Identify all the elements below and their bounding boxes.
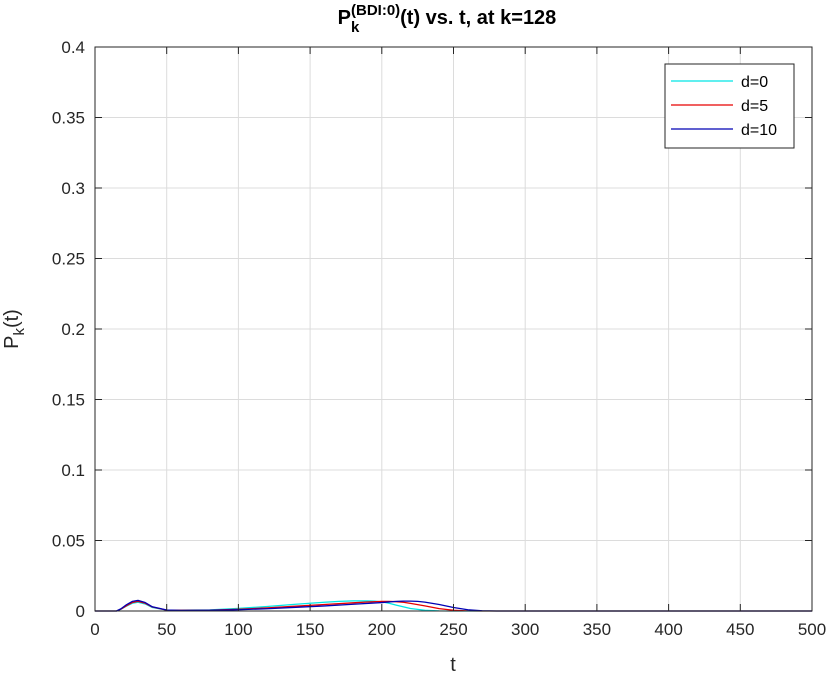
y-tick-label: 0.4	[61, 38, 85, 57]
x-tick-label: 500	[798, 620, 826, 639]
title-subscript: k	[351, 19, 360, 36]
x-tick-label: 50	[157, 620, 176, 639]
legend-label: d=0	[741, 74, 768, 91]
y-tick-label: 0.2	[61, 320, 85, 339]
y-tick-label: 0	[76, 602, 85, 621]
y-tick-label: 0.3	[61, 179, 85, 198]
series-line-d=0	[95, 600, 812, 612]
y-axis-label: Pk(t)	[1, 309, 28, 349]
x-axis-label: t	[450, 654, 456, 676]
ylabel-main: P	[1, 336, 23, 349]
legend-box	[664, 63, 795, 149]
x-tick-label: 450	[726, 620, 754, 639]
legend: d=0 d=5 d=10	[664, 63, 795, 149]
x-tick-label: 350	[583, 620, 611, 639]
axis-ticks	[94, 46, 813, 612]
chart-title: P(BDI:0) k (t) vs. t, at k=128	[338, 2, 557, 36]
title-superscript: (BDI:0)	[351, 2, 400, 19]
x-tick-label: 300	[511, 620, 539, 639]
legend-label: d=10	[741, 122, 777, 139]
x-tick-label: 100	[224, 620, 252, 639]
y-tick-labels: 0 0.05 0.1 0.15 0.2 0.25 0.3 0.35 0.4	[52, 38, 85, 621]
y-tick-label: 0.05	[52, 532, 85, 551]
x-tick-label: 200	[368, 620, 396, 639]
ylabel-suffix: (t)	[1, 309, 23, 328]
legend-label: d=5	[741, 98, 768, 115]
ylabel-subscript: k	[11, 328, 28, 336]
y-tick-label: 0.35	[52, 109, 85, 128]
y-tick-label: 0.1	[61, 461, 85, 480]
title-suffix: (t) vs. t, at k=128	[400, 7, 556, 29]
x-tick-label: 250	[439, 620, 467, 639]
y-tick-label: 0.15	[52, 391, 85, 410]
x-tick-label: 150	[296, 620, 324, 639]
y-tick-label: 0.25	[52, 250, 85, 269]
title-main: P	[338, 7, 351, 29]
x-tick-labels: 0 50 100 150 200 250 300 350 400 450 500	[90, 620, 826, 639]
x-tick-label: 0	[90, 620, 99, 639]
x-tick-label: 400	[654, 620, 682, 639]
